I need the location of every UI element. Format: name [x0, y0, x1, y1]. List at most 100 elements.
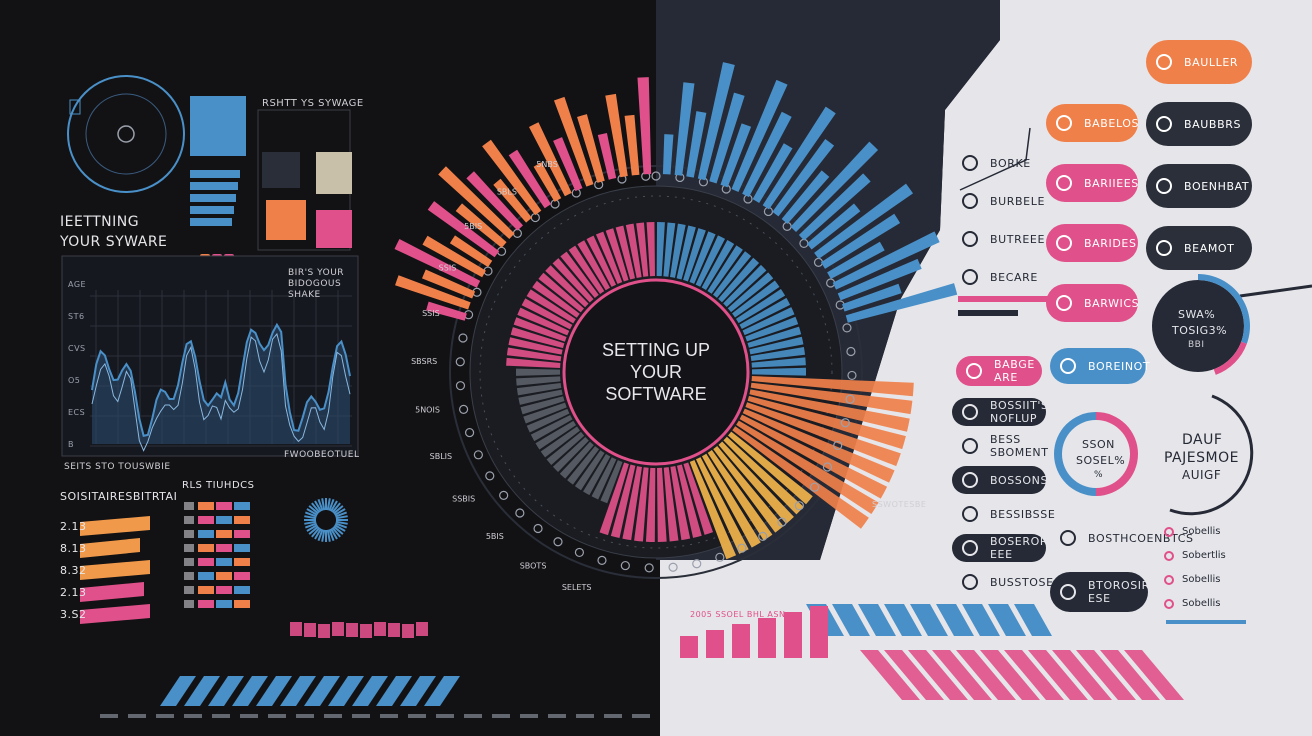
dial-spoke	[314, 500, 322, 512]
axis-tick-label	[352, 714, 370, 718]
radial-segment	[663, 467, 679, 542]
center-title-line2: YOUR	[630, 362, 682, 382]
dial-spoke	[311, 502, 321, 513]
left-pill-3[interactable]: BECARE	[952, 264, 1037, 290]
progress-stripe	[958, 296, 1058, 302]
row-pill-badge[interactable]: BABGE ARE	[956, 356, 1042, 386]
radial-segment	[751, 376, 914, 397]
list-item[interactable]: Sobellis	[1164, 598, 1221, 609]
dial-spoke	[334, 524, 346, 532]
slanted-bar	[936, 604, 974, 636]
radial-segment	[523, 402, 567, 424]
left-dashboard	[61, 75, 359, 624]
radial-segment	[545, 265, 589, 308]
axis-tick-label	[324, 714, 342, 718]
radial-segment	[586, 235, 617, 287]
left-pill-0[interactable]: BORKE	[952, 150, 1032, 176]
table-row-label	[184, 586, 194, 594]
table-cell	[234, 544, 250, 552]
radial-segment	[513, 317, 567, 342]
radial-segment	[657, 467, 667, 542]
list-item[interactable]: Sobellis	[1164, 526, 1221, 537]
dial-spoke	[335, 511, 348, 518]
small-row-5[interactable]: BUSSTOSE	[952, 568, 1053, 596]
lower-dark-pill-0[interactable]: BOSTHCOENBTCS	[1050, 518, 1193, 558]
perspective-bar	[352, 676, 388, 706]
bottom-label-left: 2005 SSOEL BHL ASN	[690, 610, 786, 619]
histogram-spike	[837, 258, 922, 301]
line-series	[91, 322, 351, 437]
small-row-4[interactable]: BOSEROR EEE	[952, 534, 1047, 562]
dial-spoke	[304, 511, 317, 518]
perspective-bar	[360, 624, 372, 638]
mid-pill-2[interactable]: BARIDES	[1046, 224, 1138, 262]
table-row-label	[184, 572, 194, 580]
left-pill-1[interactable]: BURBELE	[952, 188, 1044, 214]
dial-spoke	[328, 498, 335, 511]
radial-segment	[583, 453, 611, 496]
axis-tick-label	[548, 714, 566, 718]
ring-marker	[809, 482, 820, 492]
right-pill-1[interactable]: BAUBBRS	[1146, 102, 1252, 146]
dial-spoke	[326, 498, 331, 511]
mid-pill-3[interactable]: BARWICS	[1046, 284, 1139, 322]
small-bar	[680, 636, 698, 658]
list-item[interactable]: Sobellis	[1164, 574, 1221, 585]
small-row-1[interactable]: BESS SBOMENT	[952, 432, 1048, 460]
axis-tick-label	[576, 714, 594, 718]
mid-pill-0[interactable]: BABELOS	[1046, 104, 1139, 142]
right-pill-3[interactable]: BEAMOT	[1146, 226, 1252, 270]
slanted-bar	[1028, 650, 1088, 700]
right-pill-0[interactable]: BAULLER	[1146, 40, 1252, 84]
circle-icon	[962, 155, 978, 171]
axis-tick-label	[100, 714, 118, 718]
dial-spoke	[331, 527, 341, 538]
table-row-label	[184, 558, 194, 566]
small-row-2[interactable]: BOSSONSE	[952, 466, 1055, 494]
histogram-spike	[742, 111, 792, 198]
dial-spoke	[330, 500, 338, 512]
graph-y-tick: AGE	[68, 280, 87, 289]
histogram-spike	[709, 92, 745, 184]
mid-pill-1[interactable]: BARIIEES	[1046, 164, 1138, 202]
table-row-label	[184, 544, 194, 552]
card-pink	[316, 210, 352, 248]
perspective-bar	[318, 624, 330, 638]
table-cell	[216, 586, 232, 594]
axis-tick-label	[632, 714, 650, 718]
radial-segment	[750, 346, 806, 361]
list-item[interactable]: Sobertlis	[1164, 550, 1226, 561]
histogram-spike	[798, 173, 871, 241]
row-pill-boreinot[interactable]: BOREINOT	[1050, 348, 1150, 384]
left-pill-2[interactable]: BUTREEE	[952, 226, 1044, 252]
card-orange	[266, 200, 306, 240]
radial-segment	[552, 436, 589, 473]
left-horizontal-bar	[80, 560, 150, 580]
left-bar-label: 3.S2	[60, 608, 87, 621]
radial-segment	[595, 231, 623, 285]
small-bar	[732, 624, 750, 658]
line-series	[91, 332, 351, 452]
dial-spoke	[335, 522, 348, 529]
progress-stripe	[958, 310, 1018, 316]
ring-label: 5NBS	[536, 160, 558, 169]
dial-spoke	[308, 505, 319, 515]
radial-segment	[517, 307, 570, 336]
small-row-3[interactable]: BESSIBSSE	[952, 500, 1055, 528]
right-pill-2[interactable]: BOENHBAT	[1146, 164, 1252, 208]
radial-segment	[739, 297, 791, 330]
bullet-icon	[1164, 550, 1174, 561]
perspective-bar	[208, 676, 244, 706]
central-radial-chart: SELETS SBOTS 5BIS SSBIS SBLIS 5NOIS SBSRS SSIS S…	[394, 62, 958, 592]
small-row-0[interactable]: BOSSIIT'S NOFLUP	[952, 398, 1048, 426]
lower-dark-pill-1[interactable]: BTOROSIR ESE	[1050, 572, 1149, 612]
histogram-spike	[845, 283, 958, 323]
radial-segment	[747, 326, 802, 348]
radial-segment	[728, 431, 813, 505]
radial-segment	[610, 464, 636, 539]
ring-marker	[512, 228, 523, 239]
connector-line	[959, 127, 1031, 191]
radial-segment	[516, 376, 561, 386]
graph-y-tick: CVS	[68, 344, 86, 353]
